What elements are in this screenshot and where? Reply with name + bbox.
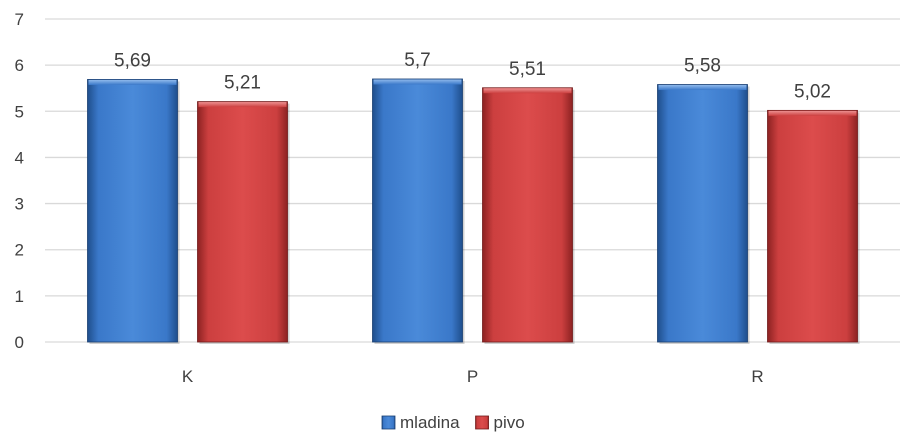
bar: [657, 84, 748, 343]
bars: [87, 78, 860, 345]
data-label: 5,58: [684, 56, 721, 77]
data-label: 5,69: [114, 50, 151, 71]
x-tick-label: K: [182, 367, 194, 386]
bar: [482, 87, 573, 343]
legend-item-pivo: pivo: [475, 413, 525, 432]
legend: mladina pivo: [381, 413, 525, 432]
y-tick-label: 4: [15, 148, 24, 167]
bar-highlight: [768, 110, 857, 116]
bar-pivo-K: [197, 101, 290, 345]
legend-swatch: [475, 415, 489, 430]
y-tick-label: 6: [15, 56, 24, 75]
data-label: 5,21: [224, 73, 261, 94]
legend-label: mladina: [400, 413, 460, 432]
y-tick-label: 1: [15, 287, 24, 306]
data-label: 5,02: [794, 81, 831, 102]
y-tick-label: 2: [15, 241, 24, 260]
legend-item-mladina: mladina: [381, 413, 460, 432]
bar-mladina-P: [372, 78, 465, 344]
bar-pivo-R: [767, 109, 860, 344]
bar: [372, 78, 463, 343]
y-axis: 0 1 2 3 4 5 6 7: [15, 10, 24, 352]
gridlines: [45, 18, 900, 343]
data-label: 5,7: [404, 50, 430, 71]
bar-mladina-R: [657, 84, 750, 344]
bar: [767, 109, 858, 343]
y-tick-label: 0: [15, 333, 24, 352]
bar-highlight: [483, 88, 572, 94]
bar: [87, 79, 178, 343]
bar-highlight: [373, 79, 462, 85]
data-labels: 5,69 5,21 5,7 5,51 5,58 5,02: [114, 50, 831, 102]
y-tick-label: 3: [15, 195, 24, 214]
legend-swatch: [381, 415, 396, 430]
bar: [197, 101, 288, 343]
bar-highlight: [198, 102, 287, 108]
bar-highlight: [658, 85, 747, 91]
bar-mladina-K: [87, 79, 180, 344]
legend-label: pivo: [494, 413, 525, 432]
x-tick-label: R: [751, 367, 763, 386]
data-label: 5,51: [509, 59, 546, 80]
bar-highlight: [88, 79, 177, 85]
bar-pivo-P: [482, 87, 575, 344]
x-tick-label: P: [467, 367, 478, 386]
y-tick-label: 5: [15, 102, 24, 121]
y-tick-label: 7: [15, 10, 24, 29]
